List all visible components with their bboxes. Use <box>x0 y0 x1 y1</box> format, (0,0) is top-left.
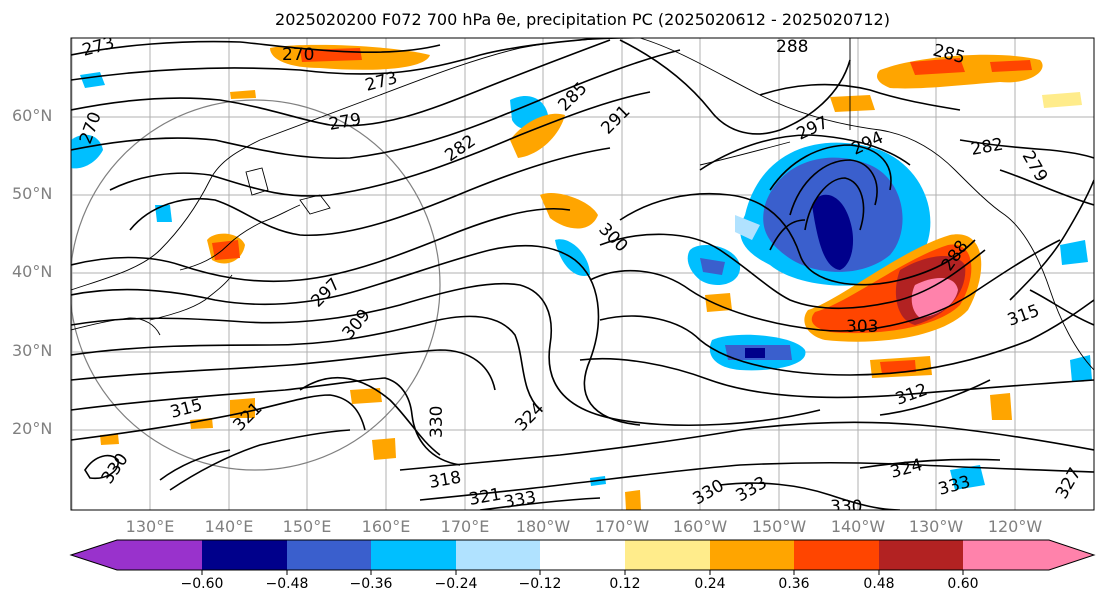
colorbar <box>69 539 1096 575</box>
colorbar-tick-label: −0.12 <box>518 576 562 592</box>
positive-precip-area <box>230 398 255 418</box>
longitude-label: 150°W <box>751 517 807 536</box>
longitude-label: 120°W <box>987 517 1043 536</box>
colorbar-segment <box>710 540 794 570</box>
contour-label: 330 <box>830 497 862 517</box>
colorbar-segment <box>540 540 625 570</box>
longitude-label: 160°W <box>672 517 728 536</box>
negative-precip-area <box>735 215 760 240</box>
positive-precip-area <box>100 434 119 445</box>
positive-precip-area <box>880 360 916 374</box>
colorbar-segment <box>456 540 540 570</box>
positive-precip-area <box>990 393 1012 420</box>
positive-precip-area <box>540 192 598 229</box>
negative-precip-area <box>700 258 725 275</box>
colorbar-extend-low <box>71 540 117 570</box>
colorbar-segment <box>371 540 456 570</box>
negative-precip-area <box>155 205 172 222</box>
positive-precip-area <box>510 113 565 158</box>
longitude-label: 140°E <box>204 517 254 536</box>
colorbar-outline <box>69 539 1096 571</box>
colorbar-segment <box>287 540 371 570</box>
colorbar-tick-label: 0.48 <box>863 576 895 592</box>
longitude-label: 130°W <box>908 517 964 536</box>
negative-precip-area <box>71 134 103 169</box>
positive-precip-area <box>911 278 958 318</box>
negative-precip-area <box>812 194 854 270</box>
positive-precip-area <box>625 490 641 510</box>
negative-precip-area <box>745 348 765 358</box>
latitude-label: 50°N <box>12 184 53 203</box>
colorbar-segment <box>879 540 963 570</box>
colorbar-segment <box>625 540 710 570</box>
colorbar-tick-label: 0.12 <box>609 576 641 592</box>
map-title: 2025020200 F072 700 hPa θe, precipitatio… <box>275 10 890 29</box>
colorbar-tick-label: 0.36 <box>778 576 810 592</box>
colorbar-tick-label: −0.60 <box>180 576 224 592</box>
colorbar-tick-label: −0.24 <box>434 576 478 592</box>
theta-e-contours <box>71 38 1094 510</box>
range-ring <box>71 99 441 471</box>
colorbar-segment <box>794 540 879 570</box>
positive-precip-area <box>910 58 965 75</box>
contour-label: 333 <box>502 488 537 513</box>
colorbar-tick-label: 0.24 <box>694 576 726 592</box>
positive-precip-area <box>990 60 1032 72</box>
positive-precip-area <box>372 438 396 460</box>
colorbar-tick-label: 0.60 <box>947 576 979 592</box>
positive-precip-area <box>350 388 382 404</box>
graticule <box>71 38 1094 510</box>
latitude-label: 30°N <box>12 341 53 360</box>
longitude-label: 150°E <box>282 517 332 536</box>
colorbar-extend-high <box>1049 540 1094 570</box>
latitude-label: 20°N <box>12 419 53 438</box>
colorbar-segment <box>202 540 287 570</box>
positive-precip-area <box>1042 92 1082 108</box>
latitude-label: 40°N <box>12 262 53 281</box>
longitude-label: 130°E <box>125 517 175 536</box>
contour-label: 303 <box>846 317 878 337</box>
positive-precip-area <box>230 90 256 99</box>
colorbar-tick-label: −0.48 <box>265 576 309 592</box>
longitude-label: 180°W <box>515 517 571 536</box>
longitude-label: 170°W <box>594 517 650 536</box>
colorbar-tick-label: −0.36 <box>349 576 393 592</box>
negative-precip-area <box>950 465 985 490</box>
positive-precip-area <box>190 418 213 429</box>
longitude-label: 140°W <box>830 517 886 536</box>
contour-label: 270 <box>282 45 314 65</box>
contour-label: 288 <box>776 37 808 57</box>
longitude-label: 170°E <box>440 517 490 536</box>
coastlines <box>71 38 1094 371</box>
colorbar-segment <box>117 540 202 570</box>
latitude-label: 60°N <box>12 106 53 125</box>
colorbar-segment <box>963 540 1049 570</box>
negative-precip-area <box>1060 240 1088 265</box>
map-frame <box>70 37 1095 511</box>
longitude-label: 160°E <box>361 517 411 536</box>
positive-precip-area <box>212 240 240 260</box>
contour-label: 330 <box>427 406 447 438</box>
positive-precip-area <box>830 95 875 112</box>
